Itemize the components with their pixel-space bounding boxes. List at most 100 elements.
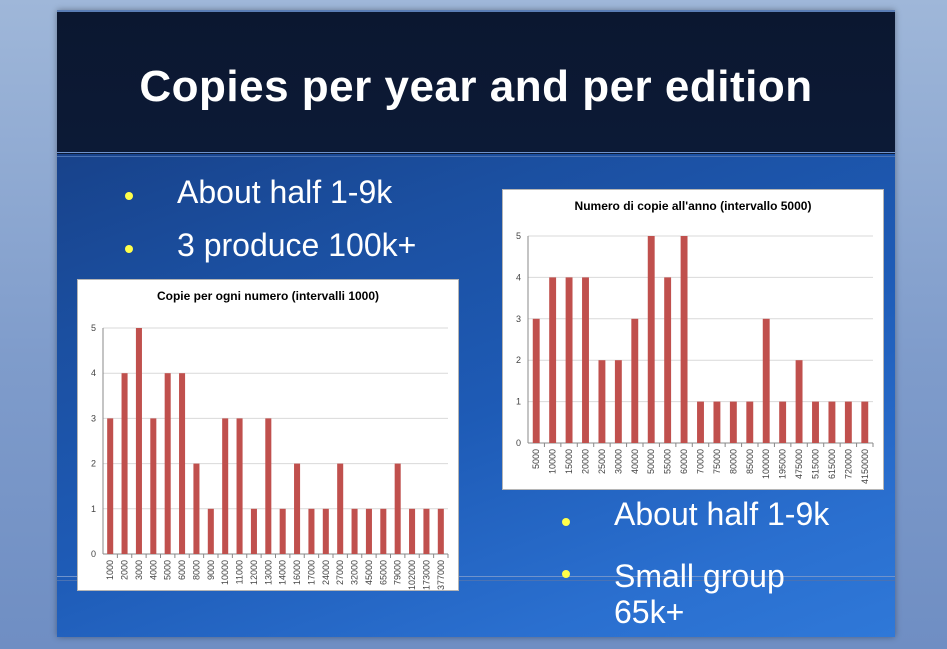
bar (828, 401, 836, 443)
bullet-list-top: About half 1-9k 3 produce 100k+ (125, 166, 417, 272)
bullet-text: About half 1-9k (177, 174, 393, 210)
bar (394, 463, 401, 554)
bar (322, 508, 329, 554)
bar (179, 373, 186, 554)
bullet-list-bottom: About half 1-9k Small group 65k+ (562, 488, 830, 630)
bar (713, 401, 721, 443)
bar (193, 463, 200, 554)
bar (565, 277, 573, 443)
bar (135, 328, 142, 554)
bullet-text: 3 produce 100k+ (177, 227, 417, 263)
bullet-dot (125, 245, 133, 253)
bar (631, 318, 639, 443)
x-tick-label: 30000 (613, 449, 623, 474)
bar (150, 418, 157, 554)
x-tick-label: 32000 (350, 560, 360, 585)
chart-title: Copie per ogni numero (intervalli 1000) (156, 289, 380, 303)
x-tick-label: 79000 (393, 560, 403, 585)
bar (308, 508, 315, 554)
x-tick-label: 12000 (249, 560, 259, 585)
x-tick-label: 70000 (696, 449, 706, 474)
y-tick-label: 1 (91, 504, 96, 514)
bar (265, 418, 272, 554)
x-tick-label: 55000 (663, 449, 673, 474)
x-tick-label: 10000 (220, 560, 230, 585)
bar (164, 373, 171, 554)
x-tick-label: 515000 (811, 449, 821, 479)
bullet-item: About half 1-9k (125, 166, 416, 219)
bullet-item: 3 produce 100k+ (125, 219, 417, 272)
x-tick-label: 20000 (581, 449, 591, 474)
bar (647, 236, 655, 443)
x-tick-label: 475000 (794, 449, 804, 479)
bullet-dot (562, 518, 570, 526)
x-tick-label: 27000 (335, 560, 345, 585)
y-tick-label: 4 (516, 272, 521, 282)
bullet-dot (125, 192, 133, 200)
slide: Copies per year and per edition About ha… (57, 10, 895, 637)
bar (795, 360, 803, 443)
bullet-text: Small group (614, 558, 785, 594)
bar (762, 318, 770, 443)
bar (861, 401, 869, 443)
x-tick-label: 1000 (105, 560, 115, 580)
x-tick-label: 615000 (827, 449, 837, 479)
y-tick-label: 4 (91, 368, 96, 378)
x-tick-label: 4000 (148, 560, 158, 580)
bar (236, 418, 243, 554)
x-tick-label: 75000 (712, 449, 722, 474)
x-tick-label: 11000 (235, 560, 245, 584)
y-tick-label: 5 (91, 323, 96, 333)
divider-line (57, 156, 895, 157)
chart-title: Numero di copie all'anno (intervallo 500… (574, 199, 812, 213)
bar (680, 236, 688, 443)
x-tick-label: 102000 (407, 560, 417, 590)
bar (337, 463, 344, 554)
x-tick-label: 5000 (163, 560, 173, 580)
x-tick-label: 377000 (436, 560, 446, 590)
x-tick-label: 173000 (421, 560, 431, 590)
x-tick-label: 13000 (263, 560, 273, 585)
bar (294, 463, 301, 554)
bar (437, 508, 444, 554)
y-tick-label: 0 (91, 549, 96, 559)
x-tick-label: 195000 (778, 449, 788, 479)
x-tick-label: 60000 (679, 449, 689, 474)
x-tick-label: 80000 (728, 449, 738, 474)
bar (664, 277, 672, 443)
bar (423, 508, 430, 554)
y-tick-label: 3 (91, 413, 96, 423)
bullet-text-continued: 65k+ (614, 594, 685, 630)
x-tick-label: 50000 (646, 449, 656, 474)
y-tick-label: 2 (516, 355, 521, 365)
bar (614, 360, 622, 443)
title-bar: Copies per year and per edition (57, 10, 895, 154)
x-tick-label: 720000 (843, 449, 853, 479)
x-tick-label: 45000 (364, 560, 374, 585)
bullet-text: About half 1-9k (614, 496, 830, 532)
x-tick-label: 100000 (761, 449, 771, 479)
divider-line (57, 580, 895, 581)
bar (351, 508, 358, 554)
y-tick-label: 3 (516, 314, 521, 324)
chart-copies-per-year: Numero di copie all'anno (intervallo 500… (502, 189, 884, 490)
bullet-item: Small group 65k+ (562, 558, 829, 630)
chart-copies-per-edition: Copie per ogni numero (intervalli 1000) … (77, 279, 459, 591)
x-tick-label: 85000 (745, 449, 755, 474)
x-tick-label: 14000 (278, 560, 288, 585)
slide-title: Copies per year and per edition (139, 62, 813, 111)
bar (365, 508, 372, 554)
x-tick-label: 24000 (321, 560, 331, 585)
chart-plot: 0 1 2 3 4 5 1000 2000 3000 4000 5000 6000 8000 9000 10… (91, 323, 449, 590)
bar (409, 508, 416, 554)
bar (598, 360, 606, 443)
bullet-dot (562, 570, 570, 578)
x-tick-label: 40000 (630, 449, 640, 474)
bar (697, 401, 704, 443)
bar (250, 508, 257, 554)
bar (222, 418, 229, 554)
x-tick-label: 2000 (120, 560, 130, 580)
y-tick-label: 1 (516, 397, 521, 407)
x-tick-label: 9000 (206, 560, 216, 580)
